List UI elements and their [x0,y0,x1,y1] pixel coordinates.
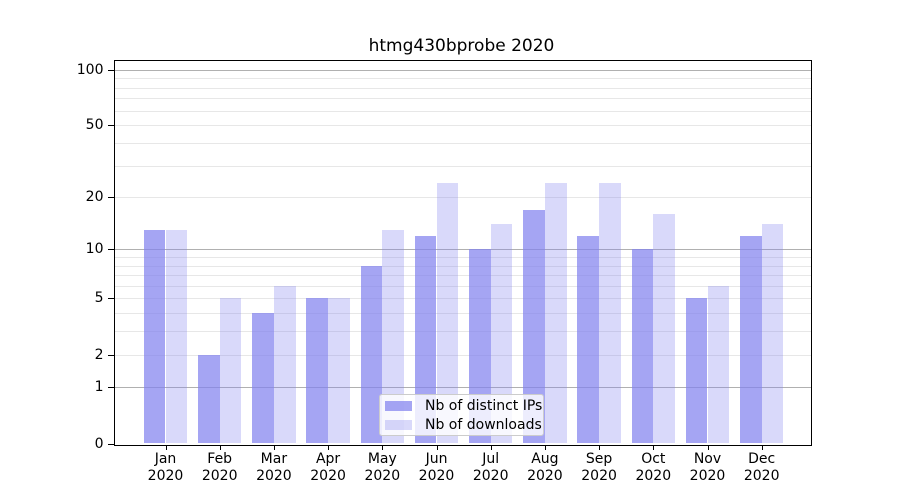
x-tick-label: Dec 2020 [743,450,780,485]
y-tick-mark [107,197,114,199]
gridline-minor [114,275,811,277]
bar-distinct-ips-apr [306,298,329,444]
bar-downloads-aug [544,182,567,444]
plot-area [113,60,812,446]
x-tick-mark [328,444,330,450]
x-tick-mark [761,444,763,450]
y-tick-mark [107,443,114,445]
y-tick-mark [107,354,114,356]
x-tick-mark [707,444,709,450]
y-tick-mark [107,387,114,389]
bar-downloads-mar [273,285,296,444]
gridline-minor [114,165,811,167]
bar-distinct-ips-nov [685,298,708,444]
x-tick-mark [165,444,167,450]
x-tick-label: Aug 2020 [527,450,563,485]
gridline-minor [114,110,811,112]
bar-distinct-ips-sep [577,235,600,444]
y-tick-label: 1 [94,379,104,396]
x-tick-label: Apr 2020 [310,450,346,485]
bar-downloads-nov [707,285,730,444]
gridline-minor [114,313,811,315]
bar-distinct-ips-mar [252,313,274,444]
bar-downloads-sep [599,182,621,444]
x-tick-label: Jun 2020 [418,450,455,485]
bars-layer [115,61,812,445]
x-tick-mark [219,444,221,450]
legend-label-distinct-ips: Nb of distinct IPs [425,398,543,414]
y-tick-label: 20 [85,189,104,206]
x-tick-mark [599,444,601,450]
x-tick-mark [436,444,438,450]
gridline-minor [114,285,811,287]
y-tick-label: 50 [85,117,104,134]
gridline-minor [114,78,811,80]
bar-downloads-oct [653,214,675,444]
bar-downloads-jul [490,224,513,444]
bar-downloads-dec [761,224,784,444]
x-tick-label: Nov 2020 [689,450,726,485]
y-tick-mark [107,298,114,300]
gridline-minor [114,197,811,199]
x-tick-mark [273,444,275,450]
x-tick-label: Jul 2020 [472,450,509,485]
gridline-minor [114,257,811,259]
bar-downloads-apr [328,298,350,444]
y-tick-label: 100 [76,61,104,78]
bar-downloads-feb [219,298,242,444]
gridline-minor [114,142,811,144]
x-tick-mark [490,444,492,450]
bar-distinct-ips-aug [523,209,545,444]
bar-distinct-ips-jun [414,235,437,444]
bar-downloads-may [382,229,404,444]
y-tick-label: 0 [94,435,104,452]
legend-label-downloads: Nb of downloads [425,417,542,433]
x-tick-label: May 2020 [364,450,401,485]
x-tick-mark [544,444,546,450]
gridline-minor [114,98,811,100]
gridline-major [114,387,811,389]
legend-swatch-distinct-ips [385,401,412,411]
y-tick-label: 2 [94,346,104,363]
y-tick-mark [107,125,114,127]
y-tick-label: 10 [85,241,104,258]
y-tick-label: 5 [94,290,104,307]
x-tick-label: Sep 2020 [581,450,617,485]
legend-item-distinct-ips: Nb of distinct IPs [385,397,543,415]
chart-title: htmg430bprobe 2020 [368,36,555,56]
bar-distinct-ips-jan [143,229,166,444]
gridline-minor [114,331,811,333]
bar-distinct-ips-may [360,265,383,444]
gridline-minor [114,354,811,356]
gridline-major [114,69,811,71]
x-tick-mark [382,444,384,450]
y-tick-mark [107,249,114,251]
bar-distinct-ips-feb [198,354,220,444]
gridlines-layer [114,61,811,445]
gridline-major [114,249,811,251]
legend-item-downloads: Nb of downloads [385,416,543,434]
x-tick-label: Feb 2020 [201,450,238,485]
legend-swatch-downloads [385,420,412,430]
x-tick-label: Jan 2020 [147,450,184,485]
gridline-minor [114,265,811,267]
y-tick-mark [107,69,114,71]
gridline-minor [114,298,811,300]
gridline-minor [114,125,811,127]
bar-distinct-ips-oct [631,249,654,444]
bar-downloads-jun [436,182,459,444]
x-tick-label: Mar 2020 [256,450,292,485]
gridline-minor [114,87,811,89]
legend: Nb of distinct IPs Nb of downloads [379,394,544,436]
x-tick-mark [653,444,655,450]
bar-distinct-ips-dec [740,235,762,444]
bar-downloads-jan [165,229,188,444]
x-tick-label: Oct 2020 [635,450,672,485]
